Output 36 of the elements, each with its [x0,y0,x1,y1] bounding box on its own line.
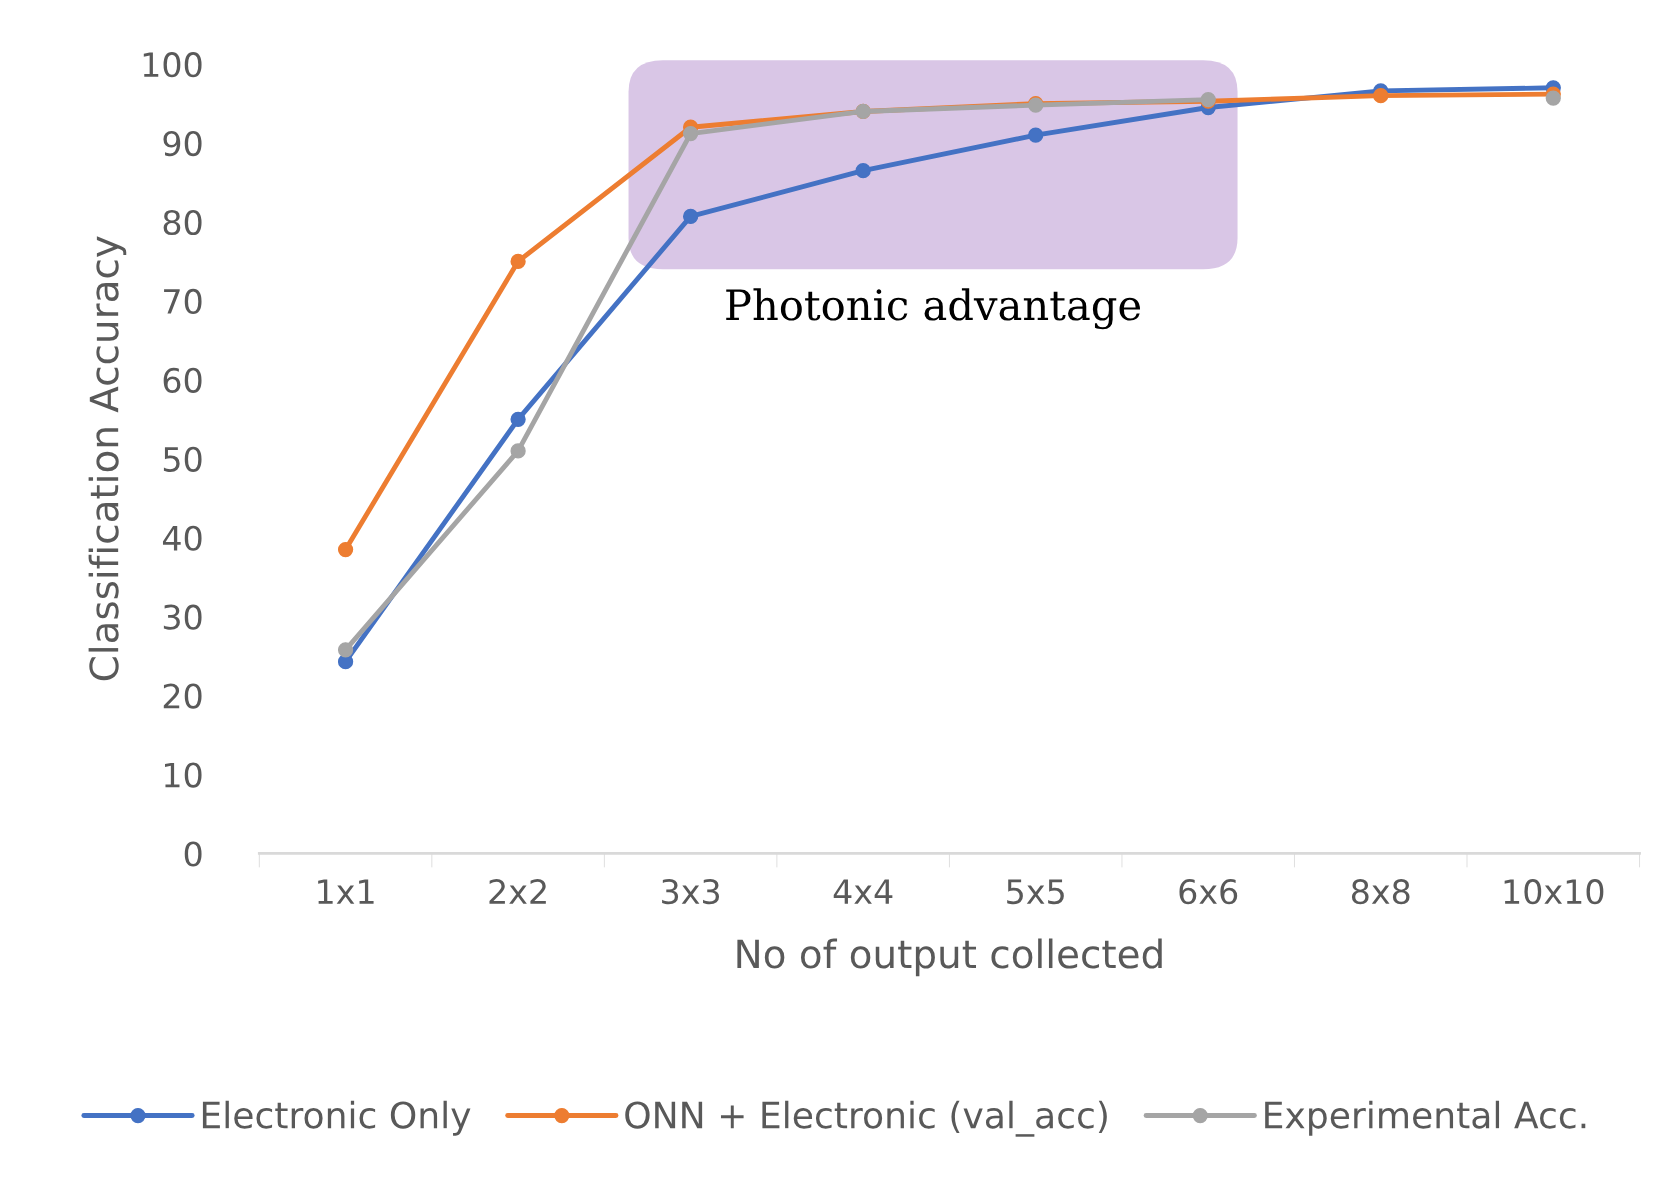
x-tick-label: 1x1 [318,879,374,904]
y-tick-label: 100 [143,52,202,78]
point [1545,90,1561,106]
y-tick-label: 0 [184,841,202,867]
point [682,208,699,225]
point [682,125,699,142]
point [337,642,354,658]
point [1028,127,1044,143]
legend-label: Experimental Acc. [1265,1100,1586,1136]
y-tick-label: 10 [165,762,202,788]
y-tick-label: 90 [163,130,202,157]
y-axis-title: Classification Accuracy [88,236,127,681]
y-tick-label: 30 [163,604,202,630]
point [510,253,526,270]
legend-label: Electronic Only [202,1100,471,1136]
point [337,541,354,558]
x-tick-label: 5x5 [1007,879,1064,905]
point [510,411,526,427]
y-tick-label: 20 [163,683,202,709]
legend-label: ONN + Electronic (val_acc) [625,1100,1107,1137]
point [855,163,871,179]
band-label: Photonic advantage [726,288,1141,330]
y-tick-label: 40 [162,525,202,551]
y-tick-label: 70 [164,288,202,315]
y-tick-label: 80 [163,209,202,236]
x-tick-label: 3x3 [662,879,720,905]
x-axis-title: No of output collected [737,938,1162,977]
x-tick-label: 4x4 [833,879,893,904]
x-tick-label: 2x2 [489,879,546,904]
x-tick-label: 8x8 [1351,879,1410,905]
x-tick-label: 6x6 [1179,879,1238,905]
y-tick-label: 60 [163,367,202,393]
point [1373,88,1389,104]
x-tick-label: 10x10 [1504,879,1604,905]
point [510,443,526,459]
y-tick-label: 50 [163,446,202,472]
